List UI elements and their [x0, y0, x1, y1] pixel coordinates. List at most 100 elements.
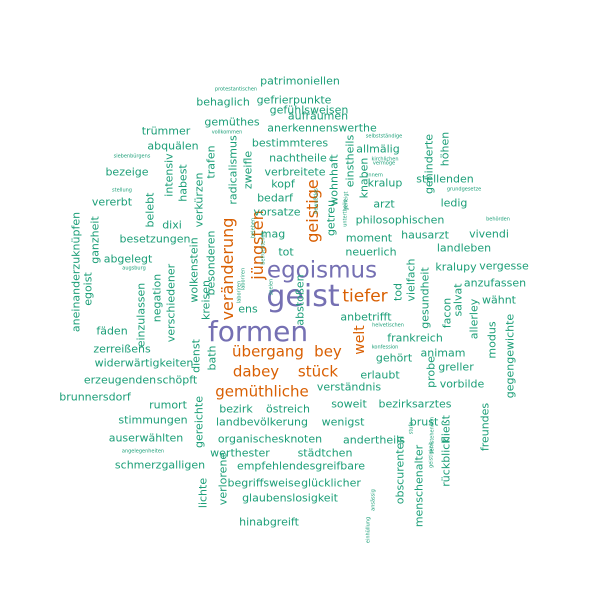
cloud-word: kopf	[271, 177, 295, 191]
cloud-word: laboriren	[236, 280, 243, 304]
cloud-word: bedarf	[257, 191, 293, 205]
cloud-word: wohnhaft	[327, 154, 341, 206]
cloud-word: dabey	[232, 362, 280, 381]
cloud-word: bezirksarztes	[378, 397, 452, 411]
cloud-word: glücklicher	[301, 476, 361, 490]
cloud-word: wähnt	[482, 293, 516, 307]
cloud-word: philosophischen	[355, 213, 445, 227]
cloud-word: vivendi	[469, 227, 509, 241]
cloud-word: patrimoniellen	[260, 74, 340, 88]
cloud-word: östreich	[266, 402, 310, 416]
cloud-word: kralup	[367, 176, 403, 190]
cloud-word: anbetrifft	[340, 310, 392, 324]
cloud-word: kralupy	[435, 260, 477, 274]
cloud-word: egoist	[81, 272, 95, 306]
cloud-word: widerwärtigkeiten	[94, 356, 194, 370]
cloud-word: aneinanderzuknüpfen	[69, 211, 83, 333]
cloud-word: gefühlsweisen	[269, 103, 349, 117]
cloud-word: erzeugenden	[83, 373, 157, 387]
cloud-word: angelegenheiten	[121, 448, 165, 455]
cloud-word: soweit	[331, 397, 367, 411]
cloud-word: vorsatze	[253, 205, 301, 219]
cloud-word: vererbt	[91, 195, 133, 209]
cloud-word: protestantischen	[214, 86, 258, 93]
cloud-word: einhüllung	[365, 516, 372, 544]
cloud-word: behörden	[486, 216, 510, 223]
cloud-word: helvetischen	[372, 322, 404, 329]
cloud-word: formen	[207, 315, 309, 348]
cloud-word: welt	[352, 325, 368, 355]
cloud-word: gereichte	[192, 396, 206, 448]
cloud-word: brust	[409, 415, 439, 429]
cloud-word: verbreitete	[264, 165, 326, 179]
cloud-word: selbstständige	[365, 133, 403, 140]
cloud-word: einzulassen	[134, 282, 148, 348]
cloud-word: moment	[345, 231, 393, 245]
cloud-word: gehinderte	[422, 133, 436, 195]
cloud-word: dixi	[162, 218, 182, 232]
cloud-word: modus	[485, 321, 499, 359]
cloud-word: verständnis	[316, 380, 382, 394]
cloud-word: ganzheit	[88, 216, 102, 264]
cloud-word: nachtheile	[269, 151, 327, 165]
cloud-word: habest	[176, 164, 190, 202]
cloud-word: dienst	[189, 339, 203, 373]
cloud-word: brunnersdorf	[59, 390, 131, 404]
cloud-word: neuerlich	[345, 245, 397, 259]
cloud-word: tod	[391, 282, 405, 302]
cloud-word: verschiedener	[164, 263, 178, 343]
cloud-word: zerreißens	[93, 342, 151, 356]
cloud-word: egoismus	[266, 257, 378, 284]
cloud-word: obscurenten	[393, 435, 407, 505]
cloud-word: gemüthes	[204, 115, 260, 129]
cloud-word: veränderung	[218, 217, 237, 321]
cloud-word: stufe	[408, 421, 415, 435]
cloud-word: hinabgreift	[239, 515, 299, 529]
cloud-word: bezirk	[219, 402, 253, 416]
cloud-word: seelen	[268, 278, 275, 296]
cloud-word: vermöge	[372, 160, 396, 167]
cloud-word: mag	[260, 227, 286, 241]
cloud-word: augsburg	[122, 265, 146, 272]
cloud-word: negation	[150, 273, 164, 323]
cloud-word: geneigt	[343, 191, 350, 211]
cloud-word: bewußtlos	[313, 188, 320, 214]
cloud-word: ledig	[440, 196, 468, 210]
cloud-word: werthester	[210, 446, 270, 460]
cloud-word: greller	[438, 360, 474, 374]
cloud-word: lichte	[196, 477, 210, 509]
cloud-word: anerkennenswerthe	[267, 121, 377, 135]
cloud-word: siebenbürgens	[113, 153, 151, 160]
cloud-word: einstheils	[343, 134, 357, 188]
cloud-word: landleben	[436, 241, 492, 255]
cloud-word: gegengewichte	[503, 313, 517, 399]
cloud-word: anzufassen	[463, 276, 527, 290]
cloud-word: begriffsweise	[227, 476, 301, 490]
cloud-word: innern	[367, 172, 383, 179]
cloud-word: stellung	[112, 187, 132, 194]
cloud-word: intensiv	[162, 153, 176, 197]
cloud-word: höhen	[438, 131, 452, 167]
cloud-word: bey	[314, 342, 342, 361]
cloud-word: schöpft	[156, 373, 198, 387]
cloud-word: zweifle	[241, 150, 255, 190]
cloud-word: fernstehenden	[429, 416, 436, 454]
cloud-word: besetzungen	[119, 232, 191, 246]
cloud-word: verkürzen	[192, 172, 206, 228]
cloud-word: rückblick	[439, 437, 453, 487]
cloud-word: trafen	[204, 145, 218, 179]
cloud-word: frankreich	[387, 331, 443, 345]
cloud-word: wolkenstein	[187, 237, 201, 303]
cloud-word: aufräumen	[287, 109, 349, 123]
cloud-word: grundgesetze	[446, 186, 482, 193]
cloud-word: beleben	[250, 217, 257, 239]
cloud-word: übergang	[232, 342, 304, 361]
cloud-word: knaben	[357, 157, 371, 199]
cloud-word: verlorene	[216, 452, 230, 506]
cloud-word: tot	[278, 245, 294, 259]
cloud-word: gesundheit	[418, 267, 432, 329]
cloud-word: wenigst	[321, 415, 365, 429]
cloud-word: gefrierpunkte	[256, 93, 332, 107]
cloud-word: fäden	[96, 324, 128, 338]
